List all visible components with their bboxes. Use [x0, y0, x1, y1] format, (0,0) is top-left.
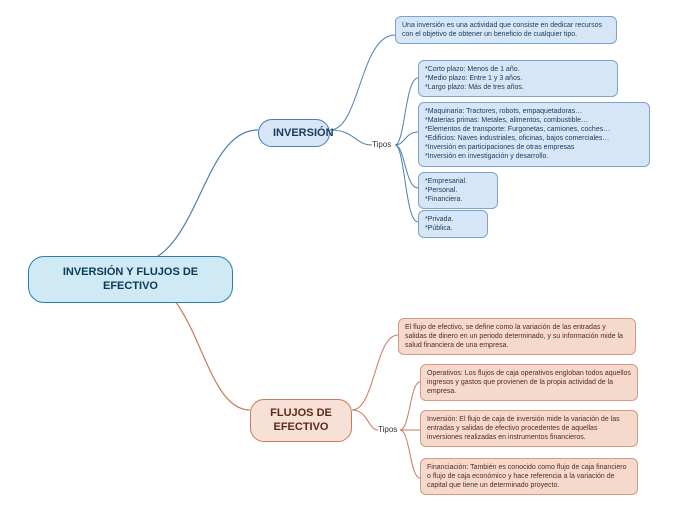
inversion-tipos-label: Tipos [372, 140, 391, 149]
flujos-leaf-0: El flujo de efectivo, se define como la … [398, 318, 636, 355]
inversion-branch: INVERSIÓN [258, 119, 330, 147]
root-node: INVERSIÓN Y FLUJOS DE EFECTIVO [28, 256, 233, 303]
inversion-leaf-4: *Privada. *Pública. [418, 210, 488, 238]
inversion-leaf-2: *Maquinaria: Tractores, robots, empaquet… [418, 102, 650, 167]
inversion-leaf-1: *Corto plazo: Menos de 1 año. *Medio pla… [418, 60, 618, 97]
inversion-leaf-3: *Empresarial. *Personal. *Financiera. [418, 172, 498, 209]
flujos-tipos-label: Tipos [378, 425, 397, 434]
inversion-leaf-0: Una inversión es una actividad que consi… [395, 16, 617, 44]
flujos-leaf-2: Inversión: El flujo de caja de inversión… [420, 410, 638, 447]
flujos-branch: FLUJOS DE EFECTIVO [250, 399, 352, 442]
flujos-leaf-3: Financiación: También es conocido como f… [420, 458, 638, 495]
flujos-leaf-1: Operativos: Los flujos de caja operativo… [420, 364, 638, 401]
